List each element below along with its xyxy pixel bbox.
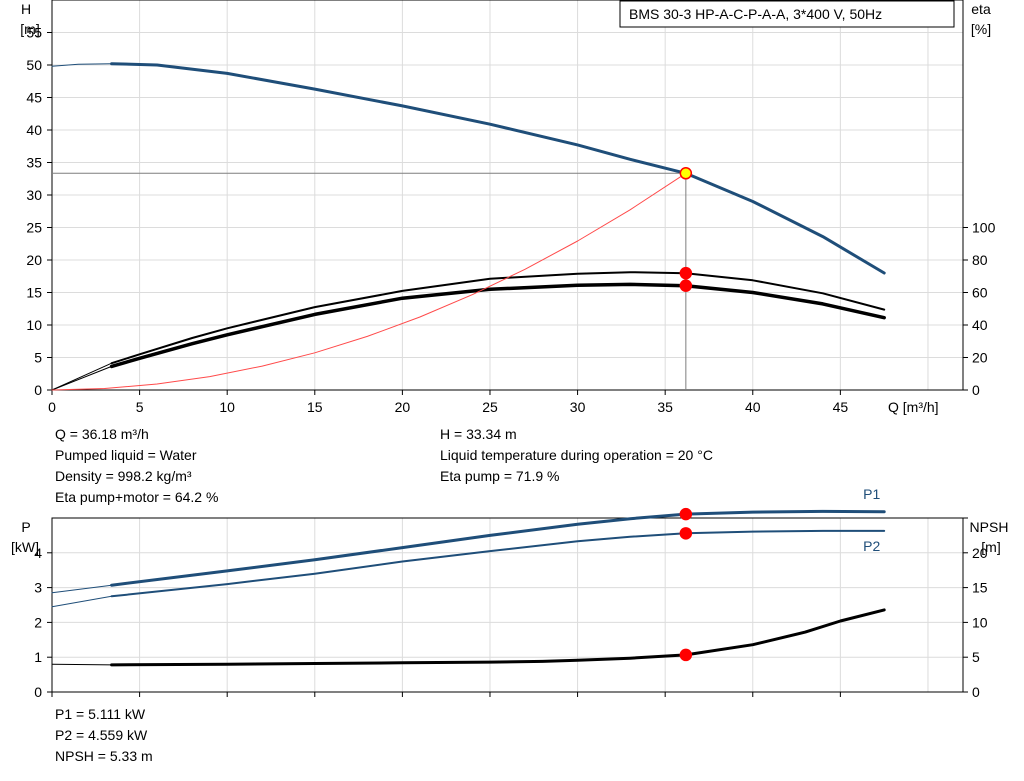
right-axis-unit: [%] — [971, 21, 991, 37]
duty-info-left: Q = 36.18 m³/h Pumped liquid = Water Den… — [55, 424, 218, 508]
right-tick-label: 0 — [972, 382, 980, 398]
info-eta-pump-motor: Eta pump+motor = 64.2 % — [55, 489, 219, 505]
series-line-p2 — [110, 529, 886, 598]
plot-frame — [51, 517, 964, 693]
left-tick-label: 40 — [26, 122, 42, 138]
head-efficiency-panel: 0 5 10 15 20 25 30 35 40 45 50 55 0 20 40 60 80 100 0 5 10 15… — [20, 0, 996, 415]
series-line-curve-3 — [51, 595, 113, 608]
right-tick-label: 80 — [972, 252, 988, 268]
left-axis-unit: [m] — [20, 21, 39, 37]
operating-point-marker — [679, 648, 693, 662]
series-line-curve-3 — [109, 282, 886, 369]
right-tick-label: 60 — [972, 285, 988, 301]
left-tick-label: 1 — [34, 649, 42, 665]
left-tick-label: 30 — [26, 187, 42, 203]
left-tick-label: 20 — [26, 252, 42, 268]
left-tick-label: 55 — [26, 25, 42, 41]
left-tick-label: 15 — [26, 285, 42, 301]
x-tick-label: 30 — [570, 399, 586, 415]
left-tick-label: 45 — [26, 90, 42, 106]
left-axis-unit: [kW] — [11, 539, 39, 555]
duty-info-right: H = 33.34 m Liquid temperature during op… — [440, 424, 713, 487]
right-tick-label: 15 — [972, 580, 988, 596]
series-label-p2: P2 — [863, 538, 880, 554]
series-line-curve-6 — [51, 172, 687, 391]
x-tick-label: 20 — [395, 399, 411, 415]
x-tick-label: 15 — [307, 399, 323, 415]
power-info: P1 = 5.111 kW P2 = 4.559 kW NPSH = 5.33 … — [55, 704, 153, 767]
info-p1: P1 = 5.111 kW — [55, 706, 146, 722]
series-line-curve-1 — [51, 63, 113, 67]
x-tick-label: 35 — [657, 399, 673, 415]
operating-point-marker — [679, 279, 693, 292]
left-axis-title: H — [21, 1, 31, 17]
info-pumped-liquid: Pumped liquid = Water — [55, 447, 197, 463]
series-line-curve-5 — [51, 663, 113, 666]
x-tick-label: 25 — [482, 399, 498, 415]
x-tick-label: 5 — [136, 399, 144, 415]
left-tick-label: 50 — [26, 57, 42, 73]
series-line-curve-5 — [51, 365, 113, 391]
chart-title: BMS 30-3 HP-A-C-P-A-A, 3*400 V, 50Hz — [629, 6, 882, 22]
left-tick-label: 2 — [34, 614, 42, 630]
info-npsh: NPSH = 5.33 m — [55, 748, 153, 764]
chart-title-frame — [619, 0, 955, 28]
info-flow: Q = 36.18 m³/h — [55, 426, 149, 442]
series-line-p1 — [110, 509, 886, 587]
info-liquid-temperature: Liquid temperature during operation = 20… — [440, 447, 713, 463]
series-line-npsh — [110, 608, 886, 667]
right-axis-unit: [m] — [981, 539, 1000, 555]
left-tick-label: 25 — [26, 220, 42, 236]
x-tick-label: 0 — [48, 399, 56, 415]
operating-point-marker — [679, 167, 693, 180]
right-tick-label: 5 — [972, 649, 980, 665]
operating-point-marker — [679, 266, 693, 280]
series-line-curve-2 — [51, 584, 113, 594]
left-tick-label: 5 — [34, 350, 42, 366]
gridlines — [51, 0, 963, 391]
info-density: Density = 998.2 kg/m³ — [55, 468, 192, 484]
info-head: H = 33.34 m — [440, 426, 517, 442]
left-tick-label: 10 — [26, 317, 42, 333]
chart-title-box: BMS 30-3 HP-A-C-P-A-A, 3*400 V, 50Hz — [619, 0, 955, 28]
series-line-curve-0 — [110, 62, 886, 275]
operating-point-marker — [679, 507, 693, 521]
right-axis-title: eta — [971, 1, 991, 17]
left-tick-label: 35 — [26, 155, 42, 171]
right-tick-label: 20 — [972, 545, 988, 561]
right-tick-label: 100 — [972, 220, 996, 236]
series-line-curve-2 — [110, 271, 886, 365]
left-tick-label: 4 — [34, 545, 42, 561]
x-tick-label: 10 — [219, 399, 235, 415]
right-tick-label: 40 — [972, 317, 988, 333]
info-p2: P2 = 4.559 kW — [55, 727, 148, 743]
left-tick-label: 3 — [34, 580, 42, 596]
left-tick-label: 0 — [34, 382, 42, 398]
series-label-p1: P1 — [863, 486, 880, 502]
power-npsh-panel: 0 1 2 3 4 0 5 10 15 20 P [kW] NPSH [m] P1 P2 — [11, 486, 1008, 700]
left-axis-title: P — [21, 519, 30, 535]
x-tick-label: 45 — [833, 399, 849, 415]
operating-point-marker — [679, 527, 693, 540]
x-tick-label: 40 — [745, 399, 761, 415]
right-tick-label: 20 — [972, 350, 988, 366]
right-axis-title: NPSH — [970, 519, 1009, 535]
right-tick-label: 0 — [972, 684, 980, 700]
right-tick-label: 10 — [972, 614, 988, 630]
x-axis-title: Q [m³/h] — [888, 399, 939, 415]
info-eta-pump: Eta pump = 71.9 % — [440, 468, 560, 484]
left-tick-label: 0 — [34, 684, 42, 700]
